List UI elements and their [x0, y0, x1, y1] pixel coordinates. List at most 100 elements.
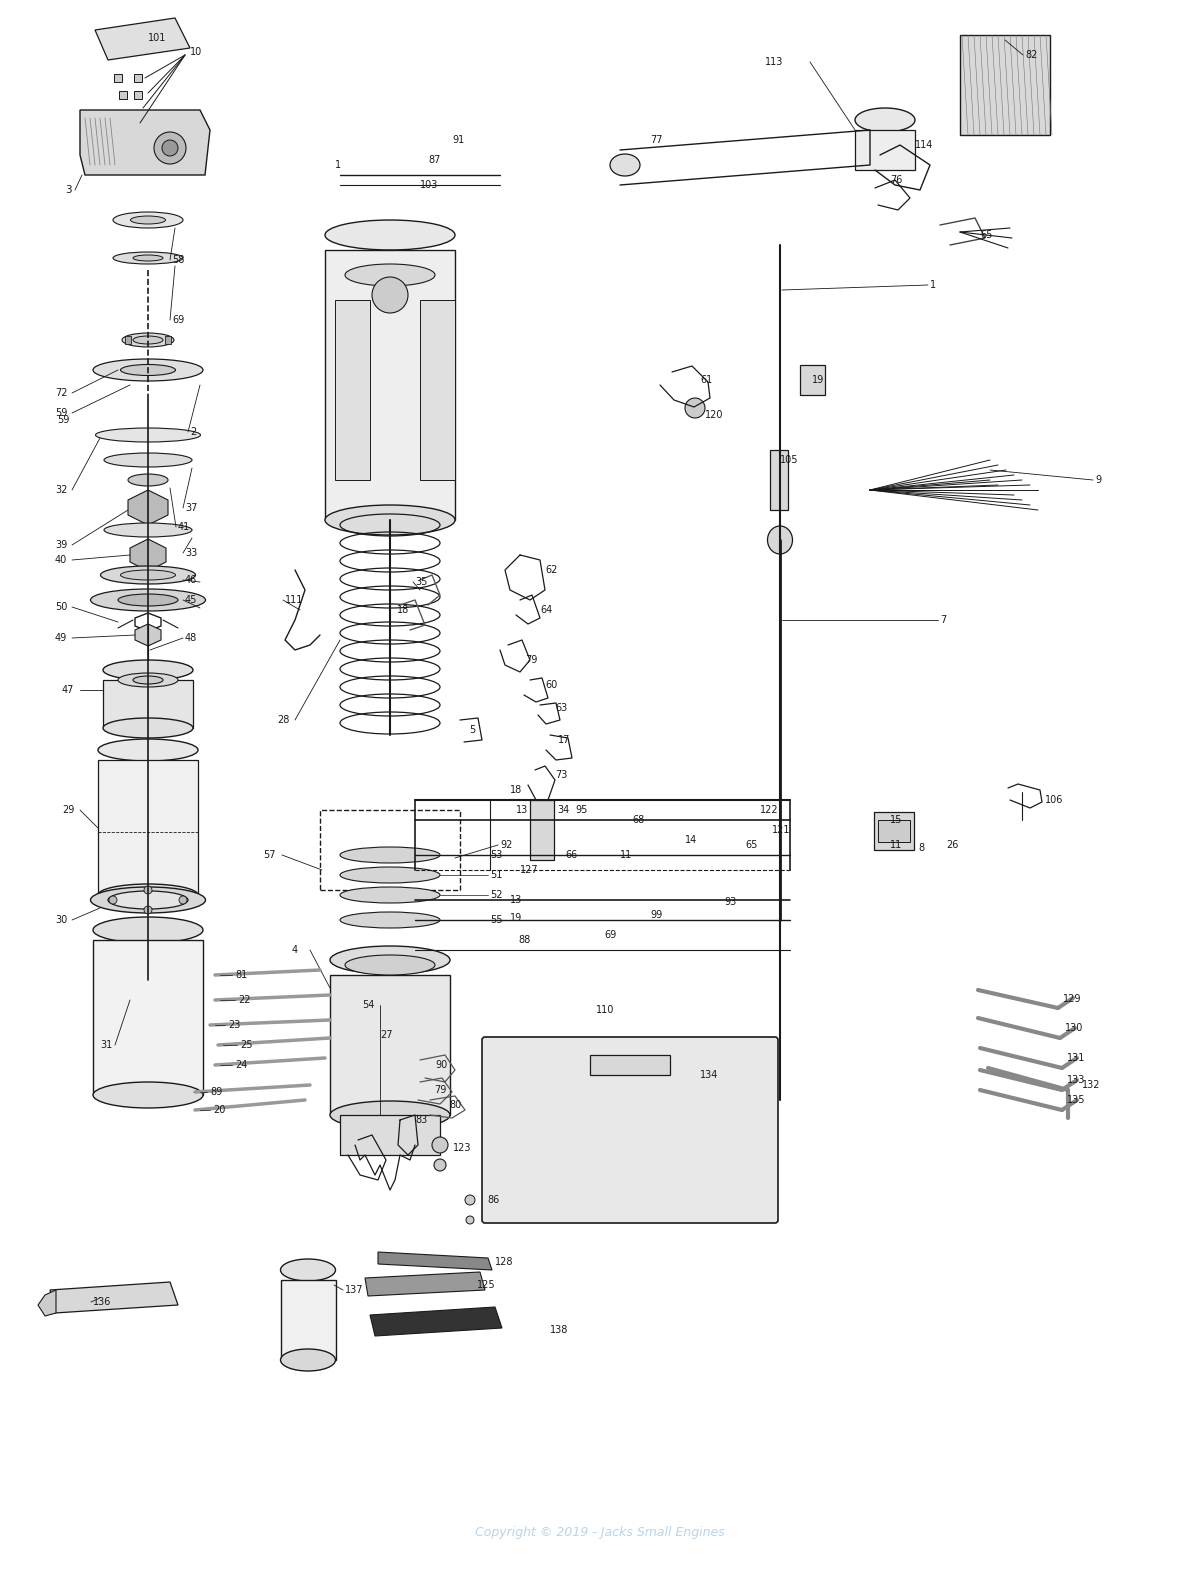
Circle shape [434, 1159, 446, 1170]
Ellipse shape [118, 594, 178, 607]
Bar [485, 1040, 775, 1220]
Ellipse shape [128, 473, 168, 486]
Text: 40: 40 [55, 554, 67, 565]
Ellipse shape [122, 333, 174, 348]
Text: 58: 58 [172, 256, 185, 265]
Circle shape [154, 132, 186, 164]
Ellipse shape [98, 885, 198, 907]
Text: 63: 63 [554, 703, 568, 713]
Ellipse shape [113, 213, 182, 229]
Circle shape [372, 276, 408, 313]
Bar [166, 337, 172, 345]
Bar [420, 300, 455, 480]
Ellipse shape [325, 221, 455, 249]
Bar [103, 680, 193, 727]
Ellipse shape [133, 337, 163, 345]
Text: 41: 41 [178, 522, 191, 532]
Bar [325, 249, 455, 519]
Text: 20: 20 [214, 1105, 226, 1115]
Text: 60: 60 [545, 680, 557, 691]
Ellipse shape [340, 846, 440, 862]
Ellipse shape [854, 108, 916, 132]
Ellipse shape [133, 676, 163, 684]
Text: 76: 76 [890, 175, 902, 184]
Text: 35: 35 [415, 576, 427, 588]
Text: 62: 62 [545, 565, 557, 575]
Text: 48: 48 [185, 634, 197, 643]
Text: 101: 101 [148, 33, 167, 43]
Text: 13: 13 [510, 896, 522, 905]
Text: 69: 69 [604, 931, 617, 940]
Circle shape [466, 1196, 475, 1205]
Text: 11: 11 [890, 840, 902, 850]
Circle shape [466, 1216, 474, 1224]
Text: 4: 4 [292, 945, 298, 954]
Text: 130: 130 [1066, 1023, 1084, 1034]
Circle shape [162, 140, 178, 156]
Text: 93: 93 [724, 897, 737, 907]
Bar [281, 1280, 336, 1359]
Text: 128: 128 [496, 1258, 514, 1267]
Text: 45: 45 [185, 596, 197, 605]
Text: 127: 127 [520, 865, 539, 875]
Ellipse shape [118, 673, 178, 688]
Text: 90: 90 [436, 1061, 448, 1070]
Ellipse shape [330, 946, 450, 973]
Text: 49: 49 [55, 634, 67, 643]
Text: 80: 80 [449, 1100, 461, 1110]
Text: 64: 64 [540, 605, 552, 615]
Bar [340, 1115, 440, 1154]
Text: 50: 50 [55, 602, 67, 611]
Text: 92: 92 [500, 840, 512, 850]
Ellipse shape [90, 888, 205, 913]
Text: 59: 59 [58, 414, 70, 426]
Bar [320, 810, 460, 889]
Ellipse shape [98, 738, 198, 761]
Text: 33: 33 [185, 548, 197, 557]
Ellipse shape [94, 916, 203, 943]
Text: 32: 32 [55, 484, 67, 495]
Bar [114, 75, 122, 83]
Text: 81: 81 [235, 970, 247, 980]
Text: 1: 1 [930, 279, 936, 291]
Ellipse shape [96, 429, 200, 441]
Text: 19: 19 [812, 375, 824, 384]
Text: 123: 123 [454, 1143, 472, 1153]
Text: 8: 8 [918, 843, 924, 853]
Text: 7: 7 [940, 615, 947, 626]
Text: 39: 39 [55, 540, 67, 549]
Text: 15: 15 [890, 815, 902, 826]
Bar [335, 300, 370, 480]
Text: 103: 103 [420, 179, 438, 191]
Ellipse shape [131, 216, 166, 224]
Text: 134: 134 [700, 1070, 719, 1080]
Text: 47: 47 [62, 684, 74, 696]
Text: 72: 72 [55, 387, 67, 399]
Text: 79: 79 [434, 1085, 446, 1096]
Bar [874, 811, 914, 850]
Ellipse shape [340, 888, 440, 904]
Text: 14: 14 [685, 835, 697, 845]
Text: 114: 114 [916, 140, 934, 149]
Bar [119, 91, 127, 98]
Text: 54: 54 [362, 1000, 374, 1010]
Polygon shape [95, 17, 190, 60]
Ellipse shape [610, 154, 640, 176]
Text: 111: 111 [286, 596, 304, 605]
Text: 120: 120 [706, 410, 724, 419]
Polygon shape [128, 491, 168, 526]
Text: 52: 52 [490, 889, 503, 900]
Polygon shape [365, 1272, 485, 1296]
Ellipse shape [325, 505, 455, 535]
Bar [960, 35, 1050, 135]
Text: 18: 18 [397, 605, 409, 615]
Text: 9: 9 [1096, 475, 1102, 484]
Ellipse shape [120, 570, 175, 580]
Bar [590, 1054, 670, 1075]
Bar [854, 130, 916, 170]
Polygon shape [80, 110, 210, 175]
Ellipse shape [94, 1081, 203, 1108]
Text: 55: 55 [490, 915, 503, 924]
Text: 5: 5 [469, 726, 475, 735]
Ellipse shape [103, 718, 193, 738]
